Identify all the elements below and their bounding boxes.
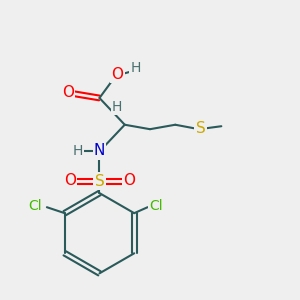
Text: O: O: [123, 173, 135, 188]
Text: Cl: Cl: [28, 199, 42, 213]
Text: Cl: Cl: [149, 199, 163, 213]
Text: O: O: [64, 173, 76, 188]
Text: O: O: [62, 85, 74, 100]
Text: H: H: [130, 61, 141, 75]
Text: H: H: [112, 100, 122, 114]
Text: O: O: [111, 67, 123, 82]
Text: S: S: [196, 121, 206, 136]
Text: N: N: [94, 143, 105, 158]
Text: S: S: [94, 174, 104, 189]
Text: H: H: [73, 144, 83, 158]
